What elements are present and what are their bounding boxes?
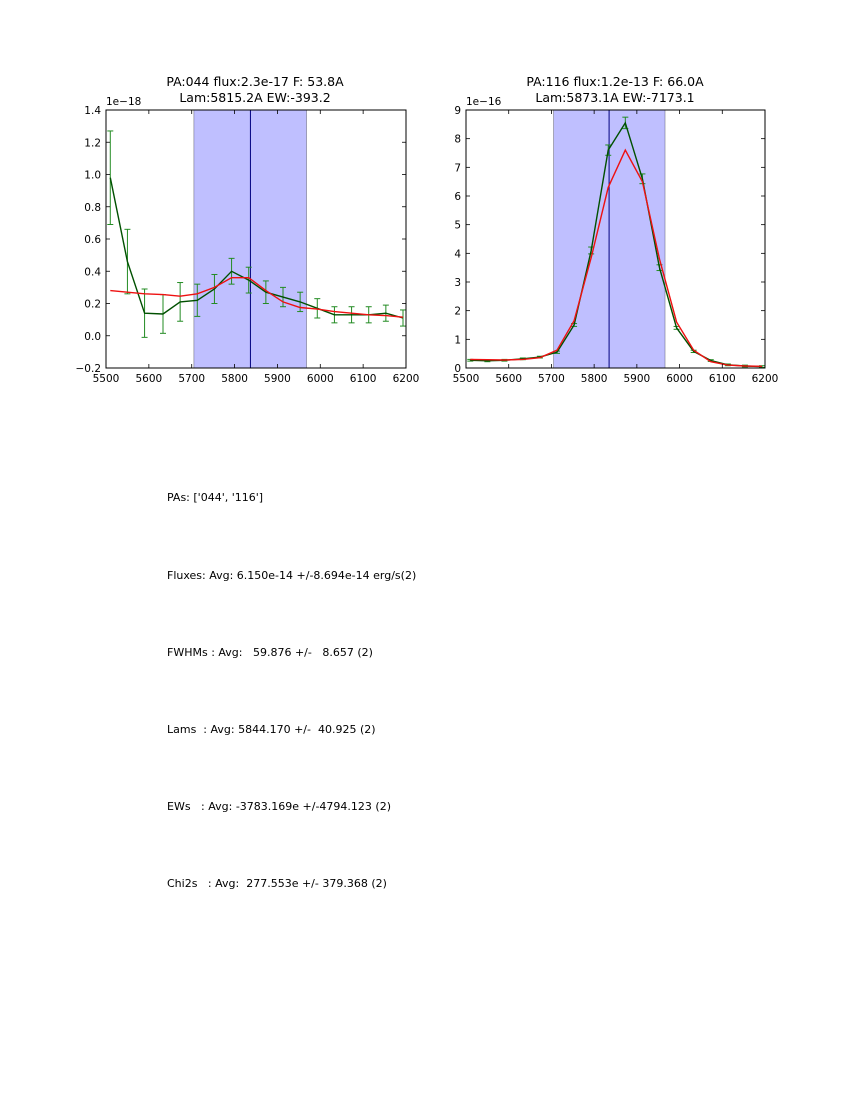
chart-1-xtick-label: 6000	[307, 373, 334, 385]
chart-2-xtick-label: 6100	[709, 373, 736, 385]
chart-1-plot: 5500 5600 5700 5800 5900 6000 6100 6200 −0.2 0.0 0…	[76, 96, 420, 385]
chart-1-errorbar	[400, 309, 406, 327]
chart-1-ytick-label: 1.4	[84, 105, 101, 117]
chart-1-ytick-label: 0.6	[84, 234, 101, 246]
chart-1-xtick-label: 6100	[350, 373, 377, 385]
chart-1-ytick-label: 0.2	[84, 299, 101, 311]
chart-2-xtick-label: 6000	[666, 373, 693, 385]
chart-2-plot: 5500 5600 5700 5800 5900 6000 6100 6200 0 1 2 3 4 5 6 7…	[453, 96, 779, 385]
chart-1-ytick-label: 0.8	[84, 202, 101, 214]
chart-1-xtick-label: 5800	[221, 373, 248, 385]
chart-2-ytick-label: 1	[454, 334, 461, 346]
stats-pas: PAs: ['044', '116']	[167, 491, 264, 505]
chart-1-xtick-label: 5700	[178, 373, 205, 385]
chart-1-title-line1: PA:044 flux:2.3e-17 F: 53.8A	[166, 74, 344, 89]
chart-2-ytick-label: 5	[454, 220, 461, 232]
chart-1-ytick-label: −0.2	[76, 363, 102, 375]
chart-2-fit-line	[470, 148, 763, 367]
chart-1-series-group	[107, 130, 406, 338]
chart-2-xtick-label: 5900	[623, 373, 650, 385]
chart-1-title-line2: Lam:5815.2A EW:-393.2	[179, 90, 331, 105]
chart-1-xtick-label: 5900	[264, 373, 291, 385]
chart-2-xtick-label: 5800	[581, 373, 608, 385]
chart-2-ytick-label: 3	[454, 277, 461, 289]
chart-1-xtick-label: 5600	[135, 373, 162, 385]
chart-2-ytick-label: 7	[454, 162, 461, 174]
chart-1-title: PA:044 flux:2.3e-17 F: 53.8A Lam:5815.2A…	[105, 74, 405, 106]
chart-2-xtick-label: 5600	[495, 373, 522, 385]
stats-lams: Lams : Avg: 5844.170 +/- 40.925 (2)	[167, 722, 376, 736]
chart-1-xtick-label: 5500	[93, 373, 120, 385]
chart-1-ytick-label: 1.0	[84, 170, 101, 182]
chart-2-ytick-label: 6	[454, 191, 461, 203]
chart-2-series-group	[467, 116, 765, 368]
chart-1-offset-text: 1e−18	[106, 96, 141, 108]
chart-2-ytick-label: 4	[454, 248, 461, 260]
chart-2-title-line1: PA:116 flux:1.2e-13 F: 66.0A	[526, 74, 704, 89]
chart-1-data-line	[109, 177, 404, 319]
chart-2-title: PA:116 flux:1.2e-13 F: 66.0A Lam:5873.1A…	[465, 74, 765, 106]
chart-2-offset-text: 1e−16	[466, 96, 502, 108]
chart-2-ytick-label: 9	[454, 105, 461, 117]
chart-1-ytick-label: 0.4	[84, 266, 101, 278]
summary-stats: PAs: ['044', '116'] Fluxes: Avg: 6.150e-…	[167, 434, 416, 922]
chart-2-axes-frame	[465, 109, 766, 369]
chart-1-fit-line	[110, 277, 404, 318]
chart-2-title-line2: Lam:5873.1A EW:-7173.1	[535, 90, 695, 105]
chart-2-ytick-label: 0	[454, 363, 461, 375]
chart-1-ytick-label: 1.2	[84, 137, 101, 149]
chart-2-xtick-label: 5500	[453, 373, 480, 385]
chart-1-ytick-label: 0.0	[84, 331, 101, 343]
stats-fwhms: FWHMs : Avg: 59.876 +/- 8.657 (2)	[167, 645, 373, 659]
stats-ews: EWs : Avg: -3783.169e +/-4794.123 (2)	[167, 799, 392, 813]
chart-2-xtick-label: 5700	[538, 373, 565, 385]
chart-2-ytick-label: 8	[454, 134, 461, 146]
chart-1-xtick-label: 6200	[393, 373, 420, 385]
stats-fluxes: Fluxes: Avg: 6.150e-14 +/-8.694e-14 erg/…	[167, 568, 417, 582]
chart-2-ytick-label: 2	[454, 306, 461, 318]
chart-2-xtick-label: 6200	[752, 373, 779, 385]
stats-chi2s: Chi2s : Avg: 277.553e +/- 379.368 (2)	[167, 876, 387, 890]
